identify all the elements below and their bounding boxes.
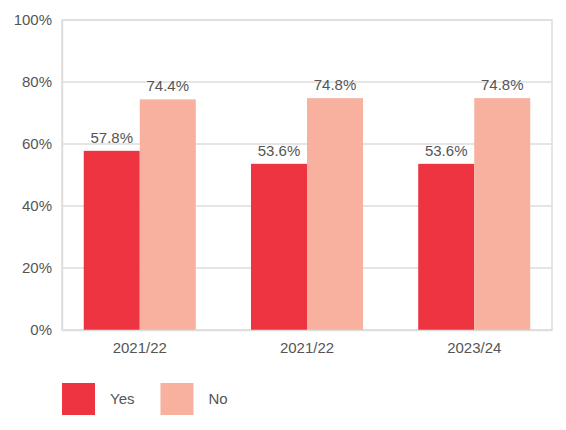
data-label: 74.4% bbox=[147, 77, 190, 94]
bar bbox=[251, 164, 307, 330]
data-label: 74.8% bbox=[481, 76, 524, 93]
legend-item: No bbox=[160, 383, 227, 415]
bar bbox=[418, 164, 474, 330]
y-tick: 20% bbox=[22, 259, 62, 276]
data-label: 57.8% bbox=[90, 129, 133, 146]
plot-frame bbox=[62, 20, 552, 330]
y-tick: 60% bbox=[22, 135, 62, 152]
y-axis: 0% 20% 40% 60% 80% 100% bbox=[14, 11, 63, 338]
y-tick-label: 0% bbox=[30, 321, 52, 338]
legend: Yes No bbox=[62, 383, 228, 415]
y-tick: 0% bbox=[30, 321, 62, 338]
legend-label: No bbox=[208, 390, 227, 407]
y-tick-label: 20% bbox=[22, 259, 52, 276]
grid-line bbox=[62, 81, 552, 83]
x-axis: 2021/22 2021/22 2023/24 bbox=[63, 331, 553, 356]
y-tick-label: 100% bbox=[14, 11, 52, 28]
bar bbox=[140, 99, 196, 330]
grid bbox=[62, 20, 552, 330]
data-labels: 57.8% 53.6% 53.6% 74.4% 74.8% 74.8% bbox=[90, 76, 523, 159]
x-tick-label: 2021/22 bbox=[113, 339, 167, 356]
x-tick-label: 2023/24 bbox=[447, 339, 501, 356]
data-label: 53.6% bbox=[425, 142, 468, 159]
legend-swatch bbox=[160, 383, 193, 415]
data-label: 53.6% bbox=[258, 142, 301, 159]
legend-swatch bbox=[62, 383, 95, 415]
bars bbox=[84, 98, 531, 330]
x-tick: 2023/24 bbox=[447, 339, 501, 356]
y-tick: 100% bbox=[14, 11, 62, 28]
legend-label: Yes bbox=[110, 390, 134, 407]
y-tick: 80% bbox=[22, 73, 62, 90]
x-tick: 2021/22 bbox=[280, 339, 334, 356]
y-tick: 40% bbox=[22, 197, 62, 214]
x-axis-line bbox=[63, 330, 553, 332]
y-tick-label: 80% bbox=[22, 73, 52, 90]
y-tick-label: 40% bbox=[22, 197, 52, 214]
bar bbox=[474, 98, 530, 330]
x-tick: 2021/22 bbox=[113, 339, 167, 356]
y-tick-label: 60% bbox=[22, 135, 52, 152]
bar bbox=[84, 151, 140, 330]
chart: 57.8% 53.6% 53.6% 74.4% 74.8% 74.8% 0% 20% 40% 60… bbox=[0, 0, 566, 430]
bar bbox=[307, 98, 363, 330]
data-label: 74.8% bbox=[314, 76, 357, 93]
y-axis-line bbox=[62, 21, 64, 331]
x-tick-label: 2021/22 bbox=[280, 339, 334, 356]
legend-item: Yes bbox=[62, 383, 134, 415]
plot: 57.8% 53.6% 53.6% 74.4% 74.8% 74.8% 0% 20% 40% 60… bbox=[14, 11, 553, 355]
